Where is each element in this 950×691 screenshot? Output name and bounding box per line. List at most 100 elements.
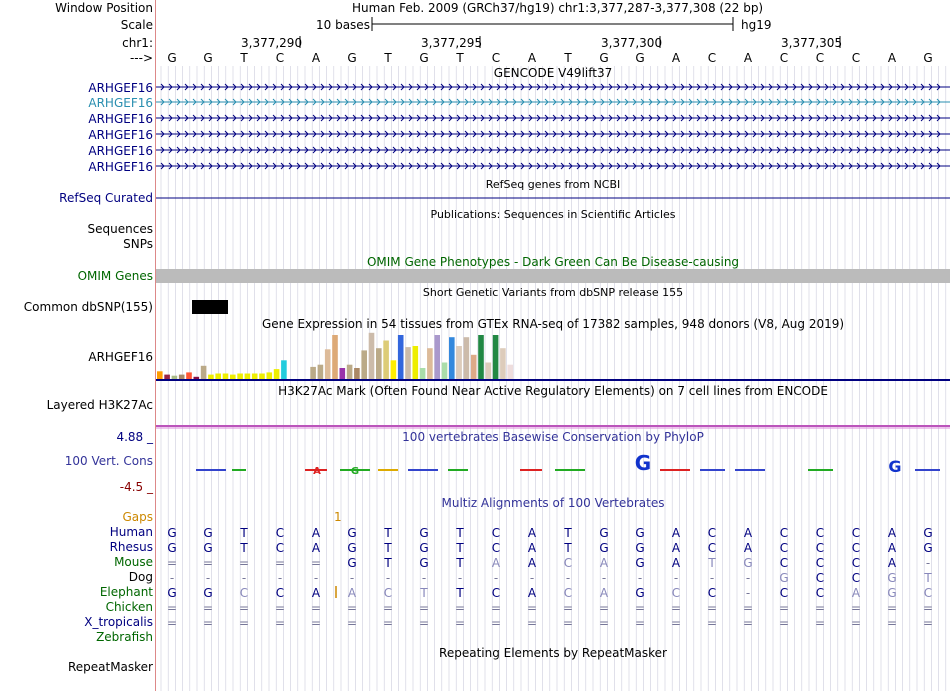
base-letter: G <box>599 51 608 65</box>
gtex-bar[interactable] <box>368 332 375 379</box>
gtex-bar[interactable] <box>178 374 185 379</box>
gtex-bar[interactable] <box>405 347 411 379</box>
gtex-bar[interactable] <box>281 360 287 379</box>
alignment-base: G <box>203 541 212 555</box>
alignment-base: = <box>527 616 537 630</box>
gtex-bar[interactable] <box>157 371 163 379</box>
gtex-bar[interactable] <box>383 340 389 380</box>
gtex-bar[interactable] <box>324 349 331 379</box>
dbsnp-track-label[interactable]: Common dbSNP(155) <box>23 300 153 314</box>
omim-gene-bar[interactable] <box>156 269 950 283</box>
gtex-bar[interactable] <box>354 368 360 379</box>
gtex-bar[interactable] <box>244 373 251 380</box>
gtex-bar[interactable] <box>463 337 470 379</box>
gene-label-arhgef16[interactable]: ARHGEF16 <box>88 112 153 126</box>
gtex-bar[interactable] <box>215 373 221 380</box>
gene-label-arhgef16[interactable]: ARHGEF16 <box>88 96 153 110</box>
gtex-bar[interactable] <box>456 346 462 379</box>
sequences-track-label[interactable]: Sequences <box>87 222 153 236</box>
assembly-name: hg19 <box>741 18 772 32</box>
gtex-bar[interactable] <box>164 374 170 379</box>
gtex-bar[interactable] <box>317 364 324 379</box>
gtex-bar[interactable] <box>186 372 192 379</box>
conservation-track-label[interactable]: 100 Vert. Cons <box>64 454 153 468</box>
base-letter: C <box>780 51 788 65</box>
refseq-track-label[interactable]: RefSeq Curated <box>59 191 153 205</box>
alignment-base: C <box>852 526 860 540</box>
gtex-bar[interactable] <box>470 354 477 379</box>
gtex-bar[interactable] <box>478 335 484 379</box>
alignment-base: - <box>710 571 714 585</box>
gtex-bar[interactable] <box>492 335 499 379</box>
alignment-base: C <box>852 556 860 570</box>
alignment-base: = <box>203 601 213 615</box>
alignment-base: A <box>528 541 537 555</box>
gtex-bar[interactable] <box>427 348 433 379</box>
gtex-bar[interactable] <box>376 348 382 379</box>
conservation-max-value: 4.88 _ <box>116 430 153 444</box>
gtex-bar[interactable] <box>500 348 506 379</box>
gtex-bar[interactable] <box>171 375 178 379</box>
alignment-base: = <box>851 616 861 630</box>
h3k27ac-track-label[interactable]: Layered H3K27Ac <box>46 398 153 412</box>
gtex-bar[interactable] <box>449 337 455 379</box>
gene-label-arhgef16[interactable]: ARHGEF16 <box>88 160 153 174</box>
gtex-gene-label[interactable]: ARHGEF16 <box>88 350 153 364</box>
gtex-bar[interactable] <box>390 360 397 379</box>
gtex-bar[interactable] <box>419 368 426 379</box>
scale-text: 10 bases <box>316 18 370 32</box>
repeatmasker-track-label[interactable]: RepeatMasker <box>67 660 153 674</box>
alignment-base: = <box>563 616 573 630</box>
alignment-base: - <box>422 571 426 585</box>
alignment-base: = <box>455 601 465 615</box>
alignment-base: G <box>419 556 428 570</box>
gtex-bar[interactable] <box>361 350 367 379</box>
conservation-mark <box>305 469 327 471</box>
gtex-bar[interactable] <box>434 335 440 379</box>
alignment-base: T <box>563 526 572 540</box>
gtex-bar[interactable] <box>332 335 338 379</box>
alignment-base: A <box>600 586 609 600</box>
gtex-bar[interactable] <box>200 365 207 379</box>
gtex-bar[interactable] <box>412 346 419 379</box>
gene-label-arhgef16[interactable]: ARHGEF16 <box>88 81 153 95</box>
alignment-base: C <box>492 541 500 555</box>
alignment-base: T <box>419 586 428 600</box>
base-letter: C <box>708 51 716 65</box>
alignment-base: G <box>347 526 356 540</box>
gtex-bar[interactable] <box>346 364 353 379</box>
alignment-base: = <box>851 601 861 615</box>
gtex-bar[interactable] <box>237 373 243 380</box>
gtex-bar[interactable] <box>273 369 280 379</box>
alignment-base: = <box>599 616 609 630</box>
gtex-bar[interactable] <box>397 335 404 379</box>
gtex-bar[interactable] <box>251 373 258 380</box>
species-label-zebrafish: Zebrafish <box>96 630 153 644</box>
gtex-bar[interactable] <box>193 376 200 379</box>
snp-variant[interactable] <box>192 300 228 314</box>
snps-track-label[interactable]: SNPs <box>123 237 153 251</box>
gtex-bar[interactable] <box>208 374 214 379</box>
alignment-base: G <box>887 571 896 585</box>
gtex-bar[interactable] <box>310 366 316 379</box>
gtex-bar[interactable] <box>441 362 448 380</box>
gene-label-arhgef16[interactable]: ARHGEF16 <box>88 144 153 158</box>
gene-label-arhgef16[interactable]: ARHGEF16 <box>88 128 153 142</box>
gtex-bar[interactable] <box>485 362 492 380</box>
gtex-bar[interactable] <box>266 372 273 379</box>
alignment-base: A <box>672 556 681 570</box>
gencode-track-title: GENCODE V49lift37 <box>493 66 613 80</box>
omim-track-label[interactable]: OMIM Genes <box>77 269 153 283</box>
conservation-mark <box>232 469 246 471</box>
alignment-base: = <box>167 601 177 615</box>
gtex-bar[interactable] <box>339 368 346 379</box>
alignment-base: T <box>383 556 392 570</box>
base-letter: A <box>312 51 321 65</box>
gtex-bar[interactable] <box>259 373 265 380</box>
base-letter: T <box>563 51 572 65</box>
gtex-bar[interactable] <box>230 374 236 379</box>
chrom-label: chr1: <box>122 36 153 50</box>
gtex-bar[interactable] <box>507 364 513 379</box>
gtex-bar[interactable] <box>222 373 229 380</box>
